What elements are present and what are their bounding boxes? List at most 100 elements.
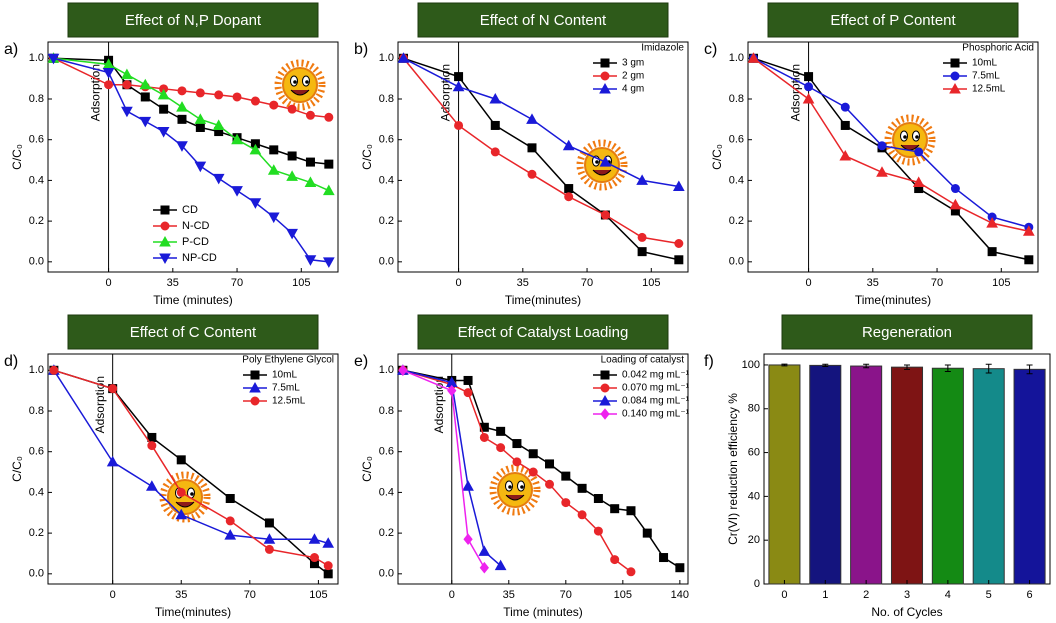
title-box bbox=[67, 314, 319, 350]
marker bbox=[839, 149, 852, 161]
legend-label: CD bbox=[182, 204, 198, 216]
marker bbox=[249, 143, 262, 155]
marker bbox=[561, 471, 571, 481]
y-tick-label: 0.0 bbox=[29, 568, 44, 580]
bar bbox=[890, 366, 924, 585]
x-tick-label: 0 bbox=[449, 589, 455, 601]
legend-label: 0.140 mg mL⁻¹ bbox=[622, 409, 690, 420]
marker bbox=[950, 184, 960, 194]
marker bbox=[231, 133, 243, 145]
y-tick-label: 20 bbox=[748, 534, 760, 546]
y-tick-label: 1.0 bbox=[379, 364, 394, 376]
smile bbox=[290, 89, 310, 96]
x-tick-label: 0 bbox=[456, 277, 462, 289]
marker bbox=[194, 161, 207, 173]
marker bbox=[462, 480, 474, 491]
marker bbox=[626, 506, 636, 516]
error-bar bbox=[863, 363, 870, 369]
y-tick-label: 0.0 bbox=[379, 256, 394, 268]
legend-label: 0.042 mg mL⁻¹ bbox=[622, 370, 690, 381]
y-tick-label: 0.8 bbox=[729, 93, 744, 105]
pupil bbox=[903, 135, 907, 139]
bar bbox=[768, 364, 801, 585]
sun bbox=[282, 67, 318, 103]
marker bbox=[479, 561, 489, 574]
legend-marker bbox=[600, 58, 610, 68]
y-tick-label: 1.0 bbox=[29, 364, 44, 376]
x-tick-label: 70 bbox=[581, 277, 593, 289]
marker bbox=[176, 487, 186, 497]
marker bbox=[157, 127, 170, 138]
legend-title: Loading of catalyst bbox=[601, 355, 685, 366]
marker bbox=[489, 92, 502, 104]
y-tick-label: 0.2 bbox=[29, 527, 44, 539]
sun bbox=[497, 472, 533, 508]
marker bbox=[527, 169, 537, 179]
marker bbox=[675, 563, 685, 573]
annotation: Adsorption bbox=[432, 376, 446, 433]
legend-marker bbox=[600, 71, 610, 81]
marker bbox=[636, 174, 648, 185]
sun-rays bbox=[884, 114, 936, 166]
x-tick-label: 0 bbox=[806, 277, 812, 289]
legend-label: P-CD bbox=[182, 236, 209, 248]
marker bbox=[122, 80, 132, 90]
x-tick-label: 0 bbox=[781, 589, 787, 601]
title-box bbox=[417, 2, 669, 38]
marker bbox=[287, 104, 297, 114]
marker bbox=[176, 101, 188, 112]
marker bbox=[212, 173, 225, 185]
marker bbox=[528, 449, 538, 459]
series-line bbox=[402, 57, 679, 245]
y-tick-label: 0.2 bbox=[29, 215, 44, 227]
marker bbox=[304, 255, 317, 266]
marker bbox=[286, 170, 298, 181]
error-bar bbox=[822, 363, 829, 367]
marker bbox=[463, 533, 473, 546]
x-tick-label: 1 bbox=[822, 589, 828, 601]
bar bbox=[931, 367, 964, 585]
sun-rays bbox=[274, 59, 326, 111]
marker bbox=[512, 457, 522, 467]
legend-label: 3 gm bbox=[622, 58, 644, 69]
x-tick-label: 140 bbox=[671, 589, 689, 601]
error-bar bbox=[904, 364, 910, 370]
marker bbox=[49, 365, 59, 375]
marker bbox=[659, 553, 669, 563]
x-tick-label: 70 bbox=[244, 589, 256, 601]
marker bbox=[177, 86, 187, 96]
legend-label: 10mL bbox=[972, 58, 997, 69]
sun bbox=[167, 479, 203, 515]
marker bbox=[564, 184, 574, 194]
chart-title: Effect of P Content bbox=[830, 12, 956, 29]
marker bbox=[454, 120, 464, 130]
legend-marker bbox=[949, 82, 961, 94]
x-axis-label: Time(minutes) bbox=[155, 605, 231, 619]
marker bbox=[490, 120, 500, 130]
marker bbox=[398, 364, 408, 377]
bar bbox=[850, 365, 883, 585]
sun-rays bbox=[489, 464, 541, 516]
x-axis-label: No. of Cycles bbox=[871, 605, 942, 619]
marker bbox=[176, 455, 186, 465]
marker bbox=[324, 112, 334, 122]
pupil bbox=[190, 492, 194, 496]
y-tick-label: 60 bbox=[748, 446, 760, 458]
marker bbox=[286, 228, 298, 240]
series-line bbox=[53, 369, 329, 545]
marker bbox=[802, 92, 815, 104]
marker bbox=[674, 239, 684, 249]
legend-label: NP-CD bbox=[182, 252, 217, 264]
error-bar bbox=[1026, 364, 1033, 375]
y-axis-label: C/C₀ bbox=[10, 456, 24, 482]
marker bbox=[626, 567, 636, 577]
y-tick-label: 80 bbox=[748, 403, 760, 415]
smile bbox=[592, 169, 612, 176]
marker bbox=[121, 68, 133, 80]
panel-label: b) bbox=[354, 41, 368, 58]
pupil bbox=[595, 160, 599, 164]
marker bbox=[264, 544, 274, 554]
y-tick-label: 0.6 bbox=[379, 446, 394, 458]
marker bbox=[610, 555, 620, 565]
